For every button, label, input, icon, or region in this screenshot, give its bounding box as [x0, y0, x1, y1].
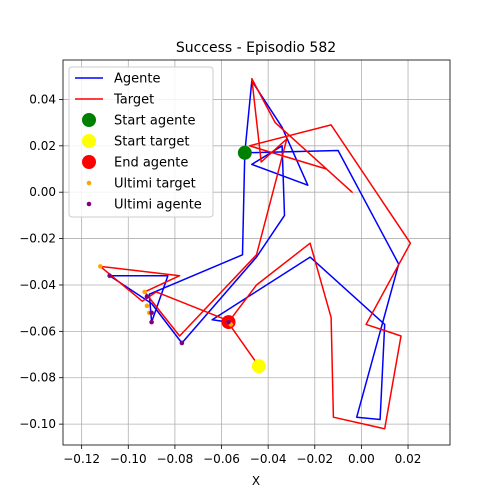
marker-start-target — [251, 359, 266, 374]
series-layer — [98, 77, 412, 430]
legend-label-ultimi-target: Ultimi target — [114, 177, 196, 192]
plot-frame — [62, 59, 451, 446]
x-tick-label: −0.10 — [110, 452, 147, 466]
marker-ultimi-target — [98, 264, 103, 269]
y-tick-label: −0.04 — [19, 278, 56, 292]
x-tick-label: 0.02 — [395, 452, 422, 466]
marker-ultimi-agente — [149, 319, 154, 325]
legend-box — [68, 66, 214, 218]
marker-ultimi-target — [142, 289, 147, 295]
series-line-agente — [108, 80, 400, 421]
x-tick-label: −0.08 — [157, 452, 194, 466]
y-tick-label: −0.06 — [19, 324, 56, 338]
marker-ultimi-agente — [179, 340, 185, 346]
series-line-target — [99, 77, 412, 430]
chart-title: Success - Episodio 582 — [176, 40, 336, 56]
y-tick-label: 0.02 — [29, 139, 56, 153]
legend-swatch-start-agente — [82, 113, 96, 127]
y-tick-label: −0.10 — [19, 417, 56, 431]
x-tick-label: −0.06 — [203, 452, 240, 466]
legend-label-agente: Agente — [114, 72, 160, 87]
marker-ultimi-agente — [144, 294, 150, 299]
legend-label-target: Target — [113, 93, 154, 108]
legend-label-start-agente: Start agente — [114, 114, 195, 129]
marker-ultimi-agente — [107, 273, 112, 278]
x-tick-label: −0.12 — [63, 452, 100, 466]
x-tick-label: −0.04 — [250, 452, 287, 466]
x-axis: −0.12 −0.10 −0.08 −0.06 −0.04 −0.02 0.00 0.02 — [63, 445, 421, 466]
marker-ultimi-target — [144, 303, 150, 309]
x-tick-label: 0.00 — [348, 452, 375, 466]
x-axis-label: X — [252, 474, 260, 488]
y-tick-label: −0.08 — [19, 371, 56, 385]
legend-swatch-start-target — [82, 134, 96, 148]
y-tick-label: 0.00 — [29, 185, 56, 199]
y-tick-label: −0.02 — [19, 232, 56, 246]
legend-swatch-end-agente — [82, 155, 96, 169]
legend-label-end-agente: End agente — [114, 156, 188, 171]
legend-label-ultimi-agente: Ultimi agente — [114, 198, 202, 213]
marker-start-agente — [237, 145, 252, 160]
marker-ultimi-agente — [226, 319, 231, 325]
y-tick-label: 0.04 — [29, 92, 56, 106]
x-tick-label: −0.02 — [296, 452, 333, 466]
y-axis: 0.04 0.02 0.00 −0.02 −0.04 −0.06 −0.08 −0.10 — [19, 92, 63, 431]
legend-swatch-ultimi-target — [86, 180, 92, 186]
legend: Agente Target Start agente Start target End … — [68, 66, 214, 218]
legend-label-start-target: Start target — [114, 135, 189, 150]
legend-swatch-ultimi-agente — [86, 201, 92, 207]
marker-ultimi-agente — [149, 310, 154, 316]
